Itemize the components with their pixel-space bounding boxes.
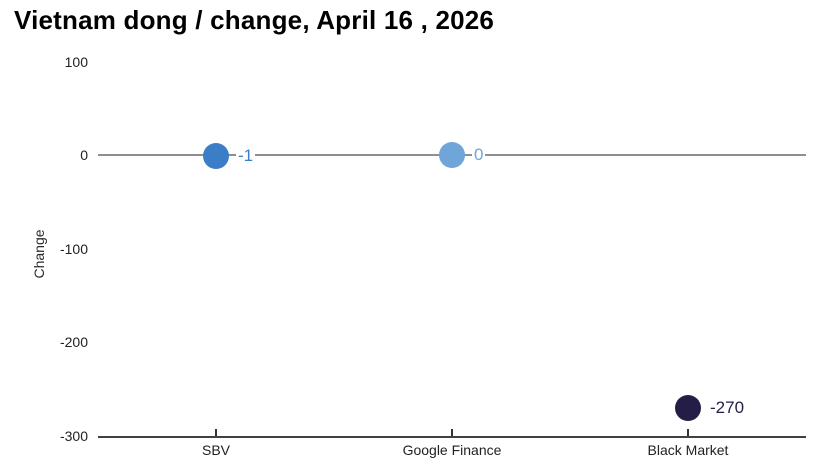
chart-title: Vietnam dong / change, April 16 , 2026 [14,5,495,35]
y-tick-label: 100 [64,53,88,70]
x-tick [215,429,217,436]
data-point-label: 0 [472,145,486,166]
x-tick-label: SBV [201,442,231,458]
data-point-label: -270 [708,397,747,418]
x-tick [451,429,453,436]
x-tick-label: Google Finance [402,442,502,458]
data-point[interactable] [439,142,465,169]
data-point-label: -1 [236,146,256,167]
x-axis-line [98,436,806,438]
data-point[interactable] [203,143,229,170]
y-tick-label: -100 [59,240,88,257]
data-point[interactable] [675,394,701,421]
y-tick-label: -300 [59,428,88,444]
y-tick-label: -200 [59,334,88,351]
x-tick-label: Black Market [647,442,729,458]
y-tick-label: 0 [80,147,88,164]
x-tick [687,429,689,436]
